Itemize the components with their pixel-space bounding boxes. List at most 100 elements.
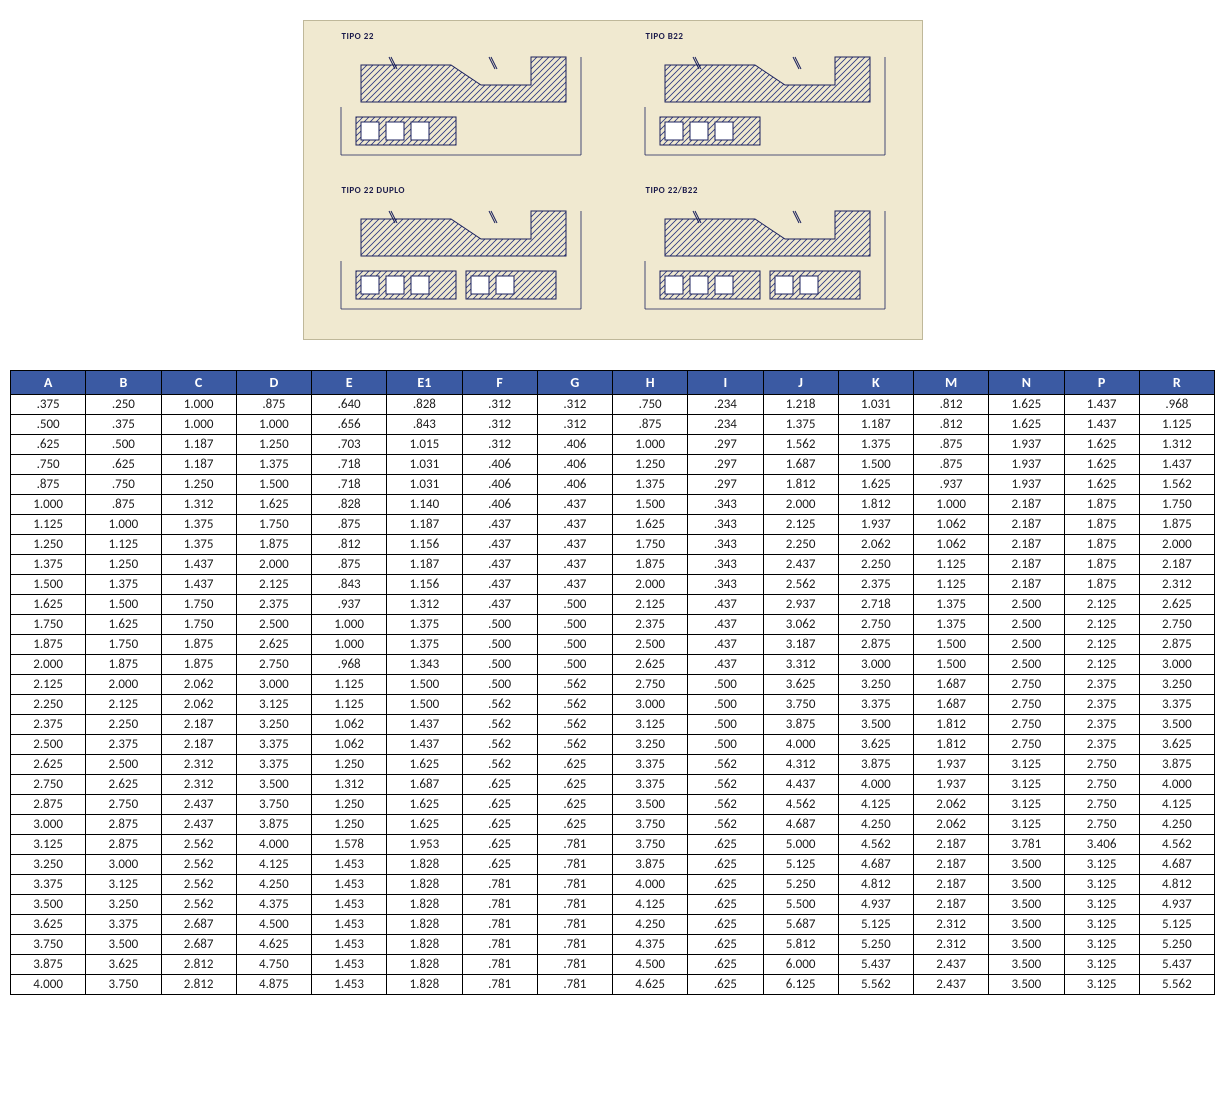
table-cell: 1.453 xyxy=(312,895,387,915)
table-cell: .562 xyxy=(462,715,537,735)
table-cell: 2.500 xyxy=(989,635,1064,655)
table-cell: 4.250 xyxy=(236,875,311,895)
table-cell: 3.125 xyxy=(989,795,1064,815)
table-row: 4.0003.7502.8124.8751.4531.828.781.7814.… xyxy=(11,975,1215,995)
table-cell: 2.375 xyxy=(1064,735,1139,755)
table-cell: 5.125 xyxy=(1139,915,1214,935)
table-cell: 2.125 xyxy=(1064,635,1139,655)
table-cell: 3.062 xyxy=(763,615,838,635)
table-cell: 1.500 xyxy=(387,675,462,695)
table-cell: .250 xyxy=(86,395,161,415)
table-cell: .437 xyxy=(688,595,763,615)
table-cell: 2.250 xyxy=(86,715,161,735)
table-cell: 2.375 xyxy=(1064,715,1139,735)
table-row: 3.8753.6252.8124.7501.4531.828.781.7814.… xyxy=(11,955,1215,975)
table-cell: 2.750 xyxy=(989,715,1064,735)
table-cell: .343 xyxy=(688,495,763,515)
table-cell: 3.187 xyxy=(763,635,838,655)
table-cell: 2.375 xyxy=(86,735,161,755)
table-cell: .406 xyxy=(462,475,537,495)
table-cell: 3.250 xyxy=(613,735,688,755)
table-cell: .718 xyxy=(312,475,387,495)
table-cell: .437 xyxy=(537,575,612,595)
diagram-label: TIPO B22 xyxy=(646,31,684,42)
table-cell: 4.000 xyxy=(11,975,86,995)
table-header-cell: N xyxy=(989,371,1064,395)
table-cell: 1.187 xyxy=(161,455,236,475)
table-cell: .875 xyxy=(312,515,387,535)
table-header-row: ABCDEE1FGHIJKMNPR xyxy=(11,371,1215,395)
table-cell: .297 xyxy=(688,455,763,475)
table-cell: 3.500 xyxy=(838,715,913,735)
table-cell: 1.937 xyxy=(989,475,1064,495)
table-cell: 1.375 xyxy=(86,575,161,595)
table-cell: .297 xyxy=(688,475,763,495)
table-cell: 1.312 xyxy=(1139,435,1214,455)
table-cell: 2.000 xyxy=(613,575,688,595)
table-cell: 1.937 xyxy=(914,755,989,775)
table-row: 2.8752.7502.4373.7501.2501.625.625.6253.… xyxy=(11,795,1215,815)
table-cell: 4.562 xyxy=(1139,835,1214,855)
table-cell: 5.250 xyxy=(763,875,838,895)
table-cell: 2.187 xyxy=(914,875,989,895)
table-cell: 5.250 xyxy=(1139,935,1214,955)
table-row: .625.5001.1871.250.7031.015.312.4061.000… xyxy=(11,435,1215,455)
table-row: 1.2501.1251.3751.875.8121.156.437.4371.7… xyxy=(11,535,1215,555)
table-cell: 1.828 xyxy=(387,875,462,895)
table-cell: 1.187 xyxy=(838,415,913,435)
table-cell: 1.062 xyxy=(914,535,989,555)
table-cell: 1.625 xyxy=(838,475,913,495)
table-cell: 1.312 xyxy=(387,595,462,615)
table-cell: .312 xyxy=(537,395,612,415)
table-cell: 2.562 xyxy=(161,855,236,875)
table-cell: 2.750 xyxy=(989,695,1064,715)
table-cell: 3.375 xyxy=(613,755,688,775)
table-cell: 1.453 xyxy=(312,955,387,975)
table-cell: .625 xyxy=(537,815,612,835)
table-cell: .437 xyxy=(688,655,763,675)
table-cell: .781 xyxy=(537,835,612,855)
table-cell: .500 xyxy=(688,715,763,735)
table-cell: 3.125 xyxy=(989,775,1064,795)
table-cell: 1.875 xyxy=(1064,515,1139,535)
table-cell: .562 xyxy=(462,695,537,715)
table-cell: .437 xyxy=(462,595,537,615)
table-cell: 2.750 xyxy=(989,735,1064,755)
table-cell: .437 xyxy=(688,635,763,655)
table-row: 2.7502.6252.3123.5001.3121.687.625.6253.… xyxy=(11,775,1215,795)
table-cell: 5.000 xyxy=(763,835,838,855)
table-cell: 3.500 xyxy=(989,875,1064,895)
table-cell: .625 xyxy=(688,975,763,995)
table-cell: 2.500 xyxy=(613,635,688,655)
table-cell: 2.812 xyxy=(161,955,236,975)
table-cell: 4.500 xyxy=(613,955,688,975)
table-cell: .843 xyxy=(387,415,462,435)
table-cell: .625 xyxy=(537,795,612,815)
table-cell: 1.187 xyxy=(387,555,462,575)
table-cell: 1.453 xyxy=(312,935,387,955)
table-cell: .625 xyxy=(462,855,537,875)
table-cell: 2.250 xyxy=(11,695,86,715)
table-cell: 1.375 xyxy=(838,435,913,455)
table-cell: 3.500 xyxy=(1139,715,1214,735)
diagram-tipo-22-duplo: TIPO 22 DUPLO xyxy=(312,183,610,331)
table-cell: 1.875 xyxy=(1064,555,1139,575)
table-cell: 3.125 xyxy=(236,695,311,715)
table-cell: 1.625 xyxy=(11,595,86,615)
table-cell: .875 xyxy=(11,475,86,495)
table-cell: .875 xyxy=(312,555,387,575)
table-cell: 4.000 xyxy=(763,735,838,755)
table-cell: 2.187 xyxy=(161,715,236,735)
table-cell: 1.437 xyxy=(1064,415,1139,435)
table-cell: .234 xyxy=(688,415,763,435)
table-cell: 1.828 xyxy=(387,915,462,935)
table-cell: 2.062 xyxy=(914,815,989,835)
table-cell: 4.000 xyxy=(1139,775,1214,795)
table-cell: 5.437 xyxy=(1139,955,1214,975)
table-cell: 2.625 xyxy=(86,775,161,795)
table-cell: 1.875 xyxy=(1139,515,1214,535)
table-cell: 3.750 xyxy=(86,975,161,995)
table-cell: 5.250 xyxy=(838,935,913,955)
table-cell: 3.500 xyxy=(989,855,1064,875)
table-header-cell: A xyxy=(11,371,86,395)
